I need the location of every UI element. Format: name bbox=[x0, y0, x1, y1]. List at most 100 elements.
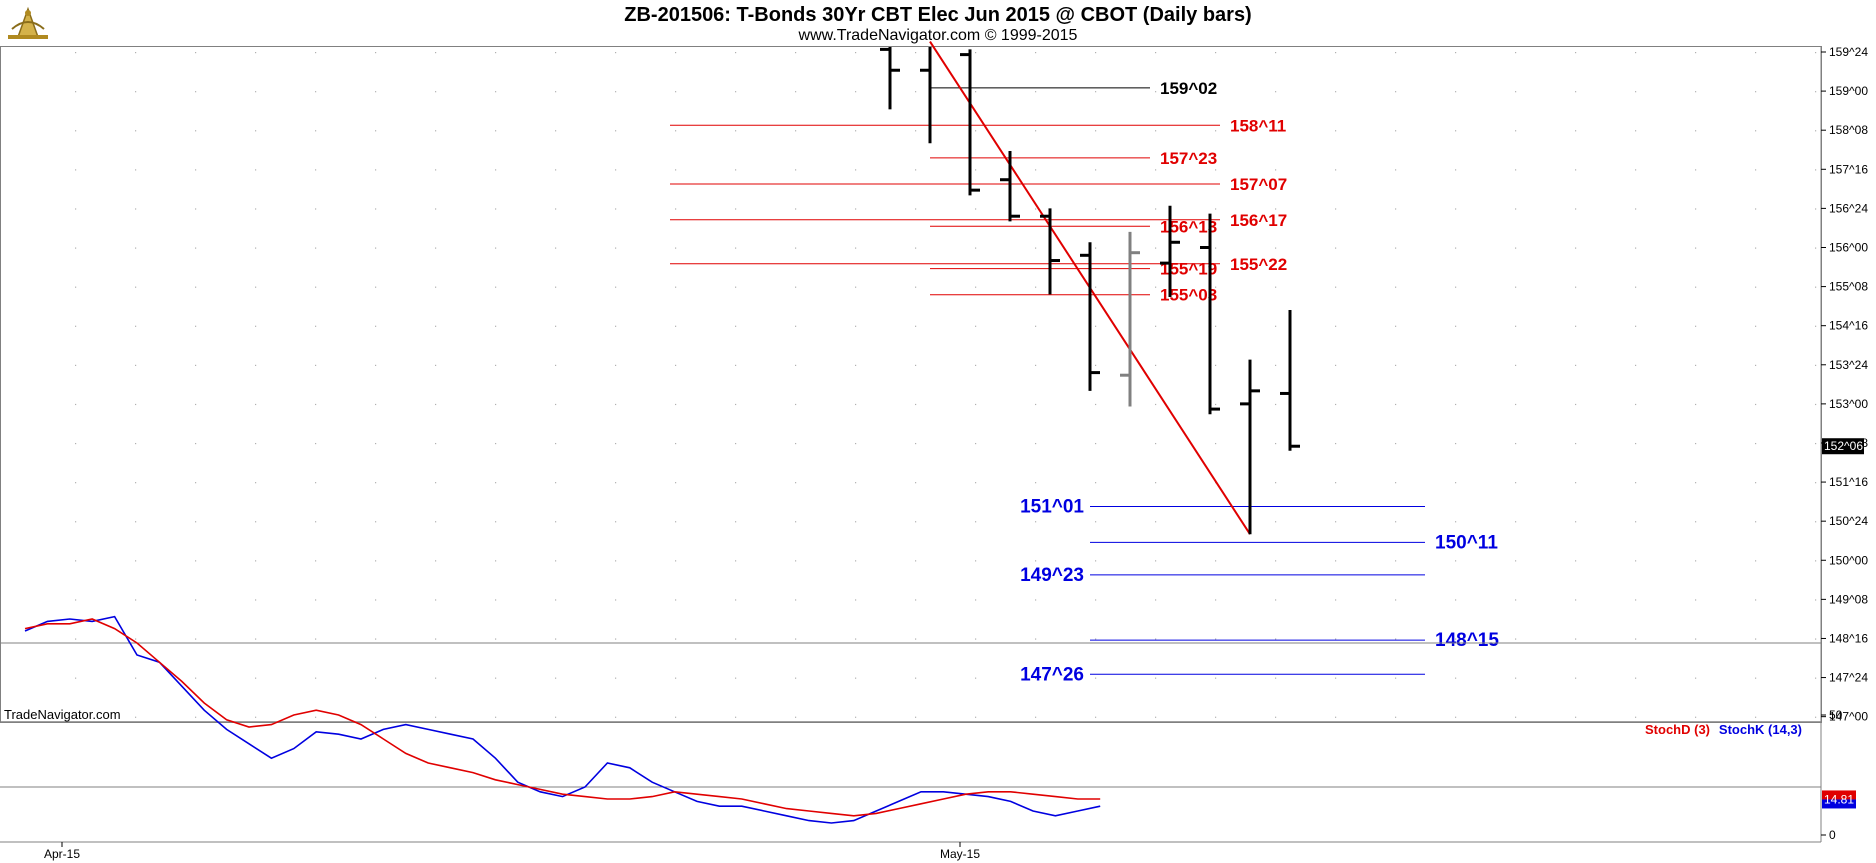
grid-dot bbox=[1275, 52, 1277, 54]
grid-dot bbox=[555, 638, 557, 640]
grid-dot bbox=[795, 442, 797, 445]
grid-dot bbox=[195, 442, 197, 445]
grid-dot bbox=[675, 560, 677, 562]
grid-dot bbox=[1095, 560, 1097, 562]
grid-dot bbox=[435, 169, 437, 171]
grid-dot bbox=[1275, 482, 1277, 484]
grid-dot bbox=[1815, 286, 1817, 288]
grid-dot bbox=[1635, 403, 1637, 406]
grid-dot bbox=[1575, 130, 1577, 132]
grid-dot bbox=[435, 130, 437, 132]
grid-dot bbox=[75, 403, 77, 406]
grid-dot bbox=[1095, 286, 1097, 288]
grid-dot bbox=[975, 403, 977, 406]
grid-dot bbox=[855, 521, 857, 523]
level-label: 148^15 bbox=[1435, 630, 1499, 651]
grid-dot bbox=[1755, 169, 1757, 171]
grid-dot bbox=[1575, 677, 1577, 679]
grid-dot bbox=[1335, 442, 1337, 445]
grid-dot bbox=[1215, 677, 1217, 679]
grid-dot bbox=[195, 599, 197, 601]
grid-dot bbox=[75, 599, 77, 601]
stoch-tick-label: 50 bbox=[1829, 708, 1843, 722]
grid-dot bbox=[1575, 599, 1577, 601]
grid-dot bbox=[1335, 599, 1337, 601]
grid-dot bbox=[795, 364, 797, 366]
grid-dot bbox=[675, 130, 677, 132]
grid-dot bbox=[1335, 716, 1337, 718]
grid-dot bbox=[795, 403, 797, 406]
grid-dot bbox=[75, 52, 77, 54]
grid-dot bbox=[1155, 169, 1157, 171]
grid-dot bbox=[1335, 364, 1337, 366]
grid-dot bbox=[1695, 208, 1697, 210]
grid-dot bbox=[135, 364, 137, 366]
grid-dot bbox=[1515, 169, 1517, 171]
grid-dot bbox=[495, 403, 497, 406]
grid-dot bbox=[495, 208, 497, 210]
grid-dot bbox=[1455, 560, 1457, 562]
grid-dot bbox=[555, 208, 557, 210]
grid-dot bbox=[1695, 403, 1697, 406]
grid-dot bbox=[855, 599, 857, 601]
grid-dot bbox=[795, 560, 797, 562]
grid-dot bbox=[195, 364, 197, 366]
grid-dot bbox=[135, 130, 137, 132]
grid-dot bbox=[1635, 521, 1637, 523]
grid-dot bbox=[315, 716, 317, 718]
grid-dot bbox=[1155, 208, 1157, 210]
level-label: 157^23 bbox=[1160, 149, 1217, 168]
grid-dot bbox=[75, 169, 77, 171]
grid-dot bbox=[795, 716, 797, 718]
grid-dot bbox=[1755, 208, 1757, 210]
grid-dot bbox=[915, 599, 917, 601]
grid-dot bbox=[675, 286, 677, 288]
grid-dot bbox=[1695, 677, 1697, 679]
grid-dot bbox=[1155, 91, 1157, 93]
grid-dot bbox=[1155, 482, 1157, 484]
grid-dot bbox=[1035, 638, 1037, 640]
grid-dot bbox=[375, 286, 377, 288]
grid-dot bbox=[675, 677, 677, 679]
grid-dot bbox=[855, 130, 857, 132]
grid-dot bbox=[1155, 560, 1157, 562]
grid-dot bbox=[615, 442, 617, 445]
grid-dot bbox=[255, 442, 257, 445]
grid-dot bbox=[915, 52, 917, 54]
grid-dot bbox=[795, 52, 797, 54]
date-axis: Apr-15 May-15 bbox=[44, 842, 980, 861]
grid-dot bbox=[195, 247, 197, 249]
grid-dot bbox=[975, 442, 977, 445]
last-price-text: 152^06 bbox=[1824, 439, 1863, 453]
level-label: 156^17 bbox=[1230, 211, 1287, 230]
grid-dot bbox=[195, 130, 197, 132]
grid-dot bbox=[375, 52, 377, 54]
grid-dot bbox=[1215, 169, 1217, 171]
grid-dot bbox=[915, 208, 917, 210]
grid-dot bbox=[135, 286, 137, 288]
grid-dot bbox=[735, 403, 737, 406]
grid-dot bbox=[435, 286, 437, 288]
grid-dot bbox=[855, 286, 857, 288]
grid-dot bbox=[135, 599, 137, 601]
grid-dot bbox=[1455, 716, 1457, 718]
grid-dot bbox=[1515, 247, 1517, 249]
price-tick-label: 153^00 bbox=[1829, 397, 1868, 411]
grid-dot bbox=[255, 286, 257, 288]
price-tick-label: 149^08 bbox=[1829, 592, 1868, 606]
grid-dot bbox=[1515, 91, 1517, 93]
grid-dot bbox=[1455, 599, 1457, 601]
grid-dot bbox=[1395, 286, 1397, 288]
grid-dot bbox=[615, 208, 617, 210]
grid-dot bbox=[975, 599, 977, 601]
grid-dot bbox=[1395, 677, 1397, 679]
grid-dot bbox=[555, 442, 557, 445]
grid-dot bbox=[915, 638, 917, 640]
grid-dot bbox=[1395, 91, 1397, 93]
grid-dot bbox=[1275, 677, 1277, 679]
grid-dot bbox=[795, 91, 797, 93]
grid-dot bbox=[435, 364, 437, 366]
grid-dot bbox=[495, 247, 497, 249]
grid-dot bbox=[1155, 130, 1157, 132]
grid-dot bbox=[195, 677, 197, 679]
